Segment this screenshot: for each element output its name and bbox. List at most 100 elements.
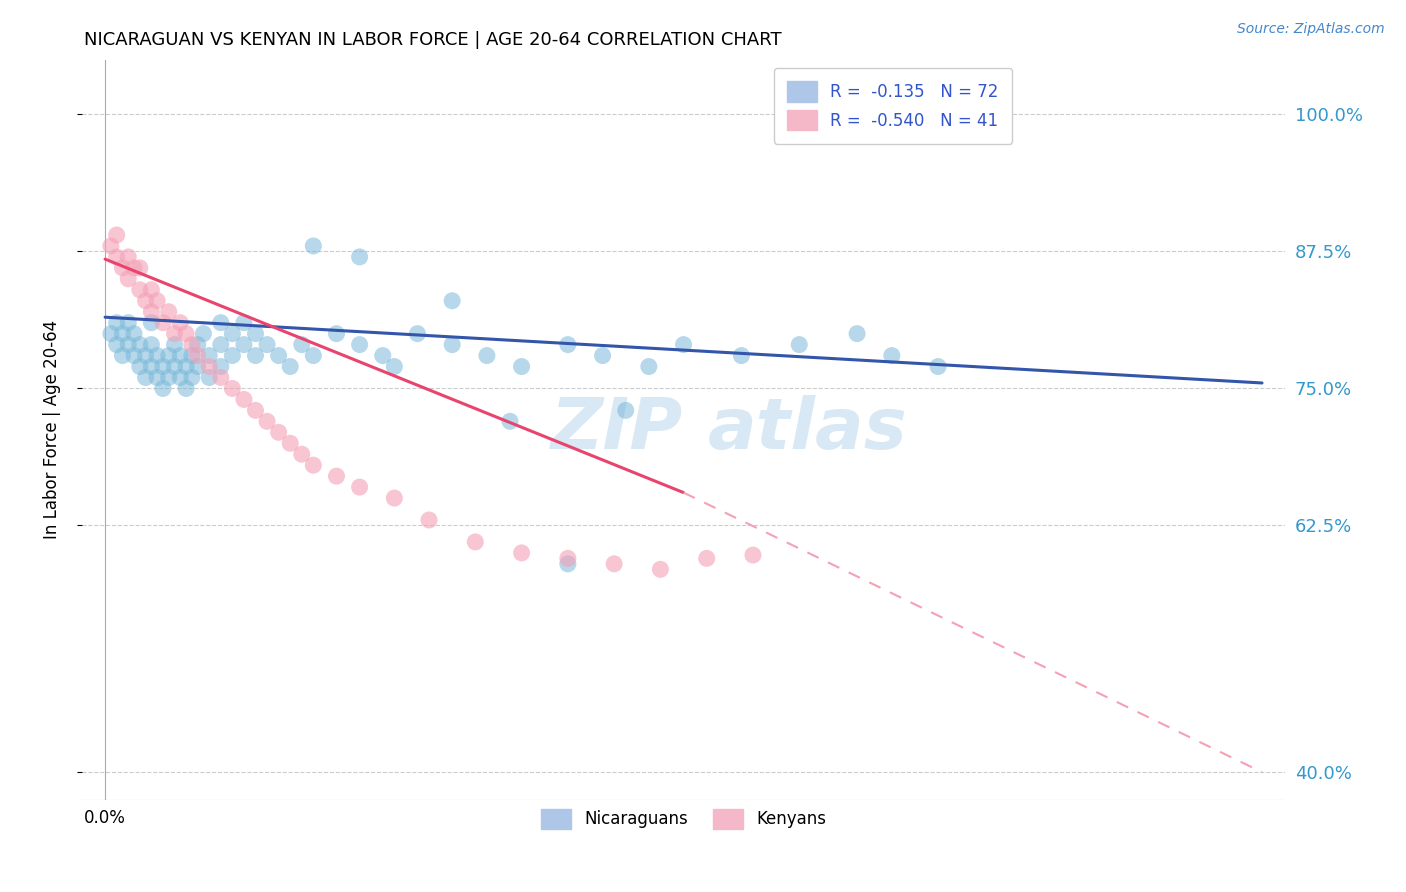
Point bbox=[180, 337, 202, 351]
Point bbox=[846, 326, 869, 341]
Point bbox=[141, 359, 163, 374]
Point bbox=[256, 414, 278, 428]
Point bbox=[742, 548, 765, 562]
Point bbox=[256, 337, 278, 351]
Text: NICARAGUAN VS KENYAN IN LABOR FORCE | AGE 20-64 CORRELATION CHART: NICARAGUAN VS KENYAN IN LABOR FORCE | AG… bbox=[84, 31, 782, 49]
Point bbox=[371, 349, 394, 363]
Point bbox=[787, 337, 810, 351]
Point bbox=[111, 349, 134, 363]
Point bbox=[302, 349, 325, 363]
Point bbox=[135, 370, 157, 384]
Point bbox=[209, 370, 232, 384]
Point bbox=[122, 260, 145, 275]
Point bbox=[245, 326, 267, 341]
Point bbox=[117, 272, 139, 286]
Point bbox=[122, 349, 145, 363]
Point bbox=[169, 316, 191, 330]
Point bbox=[146, 370, 169, 384]
Point bbox=[105, 250, 128, 264]
Point bbox=[128, 337, 150, 351]
Point bbox=[169, 370, 191, 384]
Point bbox=[174, 359, 197, 374]
Point bbox=[499, 414, 522, 428]
Point bbox=[187, 337, 209, 351]
Point bbox=[232, 316, 254, 330]
Point bbox=[696, 551, 718, 566]
Text: Source: ZipAtlas.com: Source: ZipAtlas.com bbox=[1237, 22, 1385, 37]
Point bbox=[267, 425, 290, 440]
Point bbox=[349, 337, 371, 351]
Point bbox=[174, 326, 197, 341]
Point bbox=[672, 337, 695, 351]
Point bbox=[157, 349, 180, 363]
Text: ZIP: ZIP bbox=[551, 395, 683, 464]
Point bbox=[180, 349, 202, 363]
Point bbox=[221, 349, 243, 363]
Point bbox=[128, 260, 150, 275]
Point bbox=[382, 359, 405, 374]
Point bbox=[232, 392, 254, 407]
Point bbox=[187, 359, 209, 374]
Point bbox=[135, 349, 157, 363]
Point bbox=[592, 349, 614, 363]
Point bbox=[152, 316, 174, 330]
Point bbox=[291, 447, 314, 461]
Point bbox=[927, 359, 949, 374]
Point bbox=[349, 250, 371, 264]
Point bbox=[232, 337, 254, 351]
Point bbox=[111, 326, 134, 341]
Point bbox=[441, 337, 464, 351]
Point bbox=[325, 469, 347, 483]
Point bbox=[141, 283, 163, 297]
Point bbox=[128, 283, 150, 297]
Point bbox=[198, 359, 221, 374]
Point bbox=[464, 535, 486, 549]
Point bbox=[325, 326, 347, 341]
Point bbox=[198, 349, 221, 363]
Point bbox=[209, 359, 232, 374]
Point bbox=[221, 381, 243, 395]
Legend: Nicaraguans, Kenyans: Nicaraguans, Kenyans bbox=[534, 802, 832, 836]
Point bbox=[187, 349, 209, 363]
Point bbox=[441, 293, 464, 308]
Point bbox=[157, 370, 180, 384]
Point bbox=[603, 557, 626, 571]
Y-axis label: In Labor Force | Age 20-64: In Labor Force | Age 20-64 bbox=[44, 320, 60, 539]
Point bbox=[418, 513, 440, 527]
Point bbox=[650, 562, 672, 576]
Point bbox=[152, 381, 174, 395]
Point bbox=[209, 337, 232, 351]
Point bbox=[557, 557, 579, 571]
Point bbox=[157, 304, 180, 318]
Point bbox=[557, 337, 579, 351]
Point bbox=[105, 337, 128, 351]
Point bbox=[117, 250, 139, 264]
Point bbox=[105, 227, 128, 242]
Point bbox=[349, 480, 371, 494]
Point bbox=[614, 403, 637, 417]
Point bbox=[209, 316, 232, 330]
Point bbox=[730, 349, 752, 363]
Point bbox=[245, 403, 267, 417]
Point bbox=[163, 359, 186, 374]
Point bbox=[193, 326, 215, 341]
Point bbox=[406, 326, 429, 341]
Point bbox=[291, 337, 314, 351]
Point bbox=[221, 326, 243, 341]
Point bbox=[475, 349, 498, 363]
Point bbox=[146, 293, 169, 308]
Point bbox=[152, 359, 174, 374]
Point bbox=[169, 349, 191, 363]
Point bbox=[382, 491, 405, 505]
Point bbox=[174, 381, 197, 395]
Point bbox=[105, 316, 128, 330]
Point bbox=[880, 349, 903, 363]
Point bbox=[117, 337, 139, 351]
Point bbox=[128, 359, 150, 374]
Point bbox=[100, 326, 122, 341]
Point bbox=[141, 304, 163, 318]
Point bbox=[278, 436, 301, 450]
Point bbox=[510, 546, 533, 560]
Point bbox=[180, 370, 202, 384]
Point bbox=[146, 349, 169, 363]
